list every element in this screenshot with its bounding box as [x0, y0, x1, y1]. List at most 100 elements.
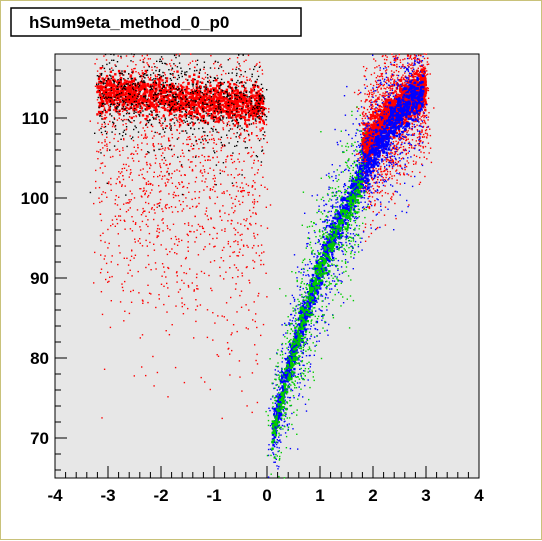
- data-point: [118, 176, 120, 178]
- data-point: [405, 149, 407, 152]
- data-point: [154, 76, 157, 78]
- data-point: [160, 143, 162, 145]
- data-point: [119, 79, 122, 82]
- data-point: [127, 272, 129, 274]
- data-point: [387, 179, 389, 181]
- data-point: [368, 96, 370, 98]
- data-point: [181, 181, 183, 183]
- data-point: [390, 70, 393, 72]
- data-point: [231, 207, 233, 209]
- data-point: [391, 87, 394, 90]
- data-point: [166, 253, 169, 256]
- data-point: [237, 104, 241, 107]
- data-point: [225, 106, 228, 110]
- data-point: [263, 107, 266, 110]
- data-point: [220, 73, 223, 76]
- data-point: [230, 111, 234, 114]
- data-point: [186, 101, 189, 105]
- data-point: [155, 306, 157, 309]
- data-point: [219, 138, 222, 141]
- data-point: [416, 73, 419, 76]
- data-point: [98, 113, 101, 115]
- data-point: [119, 89, 122, 92]
- data-point: [228, 120, 230, 123]
- data-point: [424, 108, 427, 112]
- data-point: [241, 105, 245, 109]
- data-point: [429, 147, 432, 149]
- data-point: [151, 207, 153, 209]
- data-point: [223, 122, 225, 124]
- data-point: [364, 69, 367, 72]
- data-point: [156, 203, 158, 205]
- data-point: [383, 58, 386, 61]
- data-point: [409, 75, 411, 77]
- data-point: [393, 85, 395, 87]
- data-point: [408, 57, 410, 60]
- data-point: [191, 161, 193, 163]
- data-point: [397, 128, 401, 132]
- data-point: [245, 111, 248, 115]
- data-point: [221, 103, 224, 107]
- data-point: [134, 223, 137, 225]
- data-point: [385, 174, 388, 176]
- data-point: [150, 102, 154, 105]
- data-point: [101, 113, 103, 115]
- data-point: [98, 90, 101, 94]
- data-point: [203, 147, 206, 149]
- data-point: [243, 160, 245, 162]
- data-point: [423, 136, 426, 138]
- data-point: [259, 118, 263, 121]
- data-point: [109, 276, 111, 278]
- data-point: [408, 127, 410, 130]
- data-point: [188, 191, 190, 193]
- data-point: [358, 92, 361, 95]
- data-point: [116, 85, 119, 89]
- data-point: [119, 100, 122, 104]
- data-point: [379, 69, 381, 71]
- data-point: [221, 99, 224, 103]
- data-point: [206, 186, 208, 188]
- data-point: [190, 145, 192, 147]
- data-point: [211, 189, 214, 191]
- data-point: [123, 137, 125, 140]
- data-point: [143, 90, 147, 93]
- data-point: [129, 98, 133, 101]
- data-point: [151, 69, 153, 71]
- data-point: [377, 158, 379, 160]
- data-point: [395, 217, 397, 220]
- data-point: [372, 88, 375, 90]
- data-point: [378, 211, 380, 214]
- data-point: [421, 69, 424, 72]
- data-point: [403, 174, 406, 176]
- data-point: [374, 199, 376, 202]
- data-point: [186, 91, 190, 95]
- data-point: [147, 58, 150, 60]
- data-point: [395, 57, 397, 60]
- data-point: [370, 174, 373, 176]
- data-point: [146, 83, 149, 86]
- data-point: [116, 148, 119, 150]
- data-point: [195, 92, 198, 95]
- data-point: [250, 91, 253, 94]
- data-point: [250, 80, 252, 82]
- data-point: [140, 75, 143, 78]
- data-point: [202, 143, 205, 145]
- data-point: [411, 58, 413, 60]
- data-point: [111, 275, 113, 278]
- data-point: [123, 118, 125, 121]
- data-point: [144, 130, 146, 132]
- data-point: [367, 190, 370, 192]
- data-point: [166, 170, 169, 173]
- data-point: [137, 144, 139, 146]
- data-point: [244, 101, 247, 104]
- data-point: [414, 126, 417, 128]
- data-point: [214, 67, 216, 69]
- data-point: [412, 72, 414, 74]
- data-point: [386, 158, 388, 161]
- data-point: [122, 147, 124, 149]
- data-point: [129, 173, 131, 175]
- data-point: [407, 55, 410, 57]
- data-point: [232, 104, 236, 108]
- data-point: [153, 176, 155, 178]
- data-point: [180, 174, 182, 177]
